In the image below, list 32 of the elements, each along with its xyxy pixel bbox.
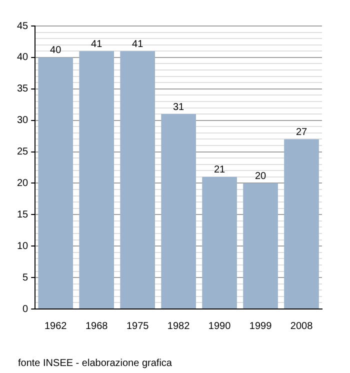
x-tick-label: 1982 [167,320,190,332]
bar [79,51,114,308]
y-tick-label: 15 [17,209,29,220]
y-tick-label: 30 [17,115,29,126]
bar [120,51,155,308]
y-tick-label: 40 [17,52,29,64]
y-tick-label: 45 [17,20,29,32]
x-tick-label: 1990 [208,320,232,332]
x-tick-label: 1968 [85,320,108,332]
x-tick-label: 1999 [249,320,272,332]
x-tick-label: 1975 [126,320,150,332]
source-note: fonte INSEE - elaborazione grafica [18,358,172,369]
data-label: 40 [50,45,62,56]
y-tick-label: 5 [22,272,29,284]
x-tick-label: 2008 [290,320,314,332]
bar [202,176,237,308]
y-tick-label: 0 [22,304,29,315]
bar [243,183,278,308]
y-tick-label: 20 [17,178,29,189]
y-tick-label: 25 [17,146,29,158]
data-label: 41 [132,38,144,50]
bar [38,57,74,308]
data-label: 27 [296,126,308,138]
data-label: 31 [173,102,185,113]
bar [161,114,196,308]
data-label: 41 [91,38,103,50]
data-label: 21 [214,164,226,176]
x-tick-label: 1962 [44,320,68,332]
y-tick-label: 10 [17,240,29,252]
y-tick-label: 35 [17,84,29,95]
data-label: 20 [254,170,267,182]
bar [284,139,319,308]
